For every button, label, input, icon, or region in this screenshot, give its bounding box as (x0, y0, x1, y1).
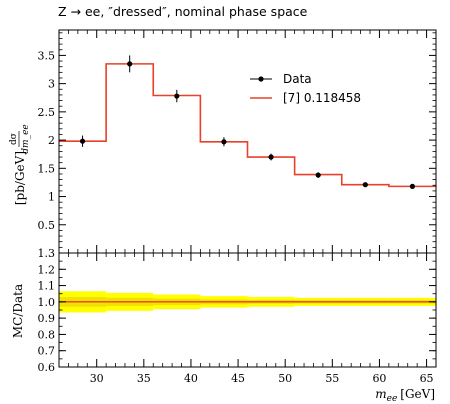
data-point-2 (174, 93, 180, 99)
legend-data-label: Data (283, 72, 312, 86)
data-point-6 (362, 182, 368, 188)
y-label-numerator: dσ (9, 133, 19, 145)
ratio-ytick-label-0: 0.6 (38, 361, 56, 374)
top-ytick-label-2: 1.5 (38, 162, 56, 175)
data-point-3 (221, 139, 227, 145)
xtick-label-5: 55 (325, 372, 339, 385)
ratio-ytick-label-6: 1.2 (38, 263, 56, 276)
top-panel: 0.5 1 1.5 2 2.5 3 3.5 (38, 29, 437, 254)
top-ytick-label-6: 3.5 (38, 49, 56, 62)
top-ytick-label-3: 2 (48, 134, 55, 147)
top-y-axis-label: [pb/GeV] dσ dm_ee (9, 124, 31, 205)
svg-text:mee[GeV]: mee [GeV] (375, 387, 435, 404)
ratio-y-axis-label: MC/Data (11, 284, 25, 338)
x-axis-label: mee [GeV] (375, 387, 435, 404)
xtick-label-2: 40 (184, 372, 198, 385)
xtick-label-3: 45 (231, 372, 245, 385)
top-ytick-label-4: 2.5 (38, 106, 56, 119)
xtick-label-4: 50 (278, 372, 292, 385)
data-point-7 (409, 183, 416, 189)
xtick-label-1: 35 (137, 372, 151, 385)
xtick-label-0: 30 (90, 372, 104, 385)
legend-mc-label: [7] 0.118458 (283, 91, 361, 105)
y-label-denominator: dm_ee (21, 124, 31, 153)
xtick-label-7: 65 (420, 372, 434, 385)
ratio-ytick-label-5: 1.1 (38, 280, 56, 293)
ratio-panel: 0.6 0.7 0.8 0.9 1.0 1.1 1.2 1.3 30 35 40 45 50 55 60 65 (38, 247, 437, 385)
x-label-subscript: ee (387, 394, 398, 404)
legend: Data [7] 0.118458 (250, 72, 361, 105)
data-point-1 (127, 61, 133, 67)
ratio-ytick-label-2: 0.8 (38, 328, 56, 341)
y-unit-label: [pb/GeV] (13, 151, 27, 205)
data-point-0 (79, 138, 86, 144)
ratio-ytick-label-7: 1.3 (38, 247, 56, 260)
ratio-ytick-label-4: 1.0 (38, 296, 56, 309)
data-point-5 (315, 172, 321, 178)
ratio-ytick-label-1: 0.7 (38, 345, 56, 358)
mc-step-line (59, 63, 436, 188)
chart-title: Z → ee, ″dressed″, nominal phase space (58, 4, 308, 19)
x-label-symbol: m (375, 387, 386, 401)
ratio-ytick-label-3: 0.9 (38, 312, 56, 325)
legend-data-marker (258, 76, 264, 82)
x-label-unit: [GeV] (400, 387, 435, 401)
top-ytick-label-0: 0.5 (38, 219, 56, 232)
top-ytick-label-1: 1 (48, 191, 55, 204)
data-point-4 (268, 154, 274, 160)
top-ytick-label-5: 3 (48, 78, 55, 91)
xtick-label-6: 60 (372, 372, 386, 385)
